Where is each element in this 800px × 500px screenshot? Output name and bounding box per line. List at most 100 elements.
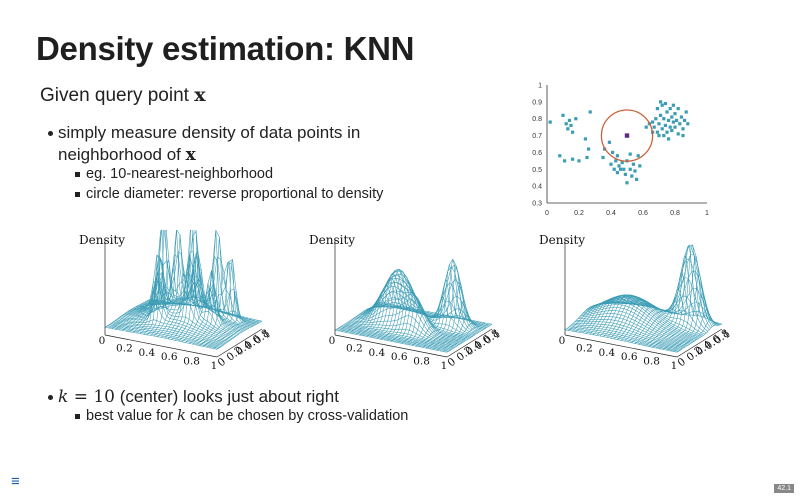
wireframe: [104, 230, 263, 350]
x-tick-label: 1: [705, 210, 709, 217]
x-tick-label: 0.8: [413, 356, 430, 368]
data-point: [607, 140, 611, 144]
bullet-measure-density: simply measure density of data points in…: [47, 122, 361, 166]
x-tick-label: 0.4: [138, 347, 155, 359]
data-point: [681, 127, 685, 131]
data-point: [670, 115, 674, 119]
lead-text: Given query point x: [40, 84, 206, 107]
data-point: [619, 167, 623, 171]
bullet-k-equals-10: k = 10 (center) looks just about right: [48, 386, 339, 408]
data-point: [665, 110, 669, 114]
scatter-axes: 0.3 0.4 0.5 0.6 0.7 0.8 0.9 1 0 0.2 0.4 0.6 0.8 1: [532, 83, 709, 218]
data-point: [567, 118, 571, 122]
data-point: [651, 120, 655, 124]
y-tick-label: 0.8: [532, 116, 542, 123]
x-tick-label: 0.2: [574, 210, 584, 217]
data-point: [620, 160, 624, 165]
subbullet-cv-pre: best value for: [86, 408, 178, 424]
x-tick-label: 0.2: [576, 342, 593, 354]
data-point: [571, 157, 575, 161]
bullet-line-2-text: neighborhood of: [58, 145, 186, 164]
data-point: [667, 118, 671, 122]
x-tick-label: 0.6: [161, 351, 178, 363]
density-axis-label: Density: [309, 233, 355, 247]
x-tick-label: 0.2: [116, 342, 133, 354]
density-axis-label: Density: [79, 233, 125, 247]
data-point: [655, 107, 659, 111]
data-point: [628, 167, 632, 171]
data-point: [614, 159, 618, 163]
data-point: [631, 162, 635, 166]
wireframe: [334, 258, 493, 353]
data-point: [657, 122, 661, 126]
data-point: [625, 181, 629, 185]
x-tick-label: 1: [441, 360, 448, 372]
subbullet-cross-validation: best value for k can be chosen by cross-…: [74, 408, 409, 424]
data-point: [679, 115, 683, 119]
data-point: [676, 107, 680, 111]
y-tick-label: 0.3: [532, 201, 542, 208]
data-point: [612, 167, 616, 171]
data-point: [630, 174, 634, 178]
lead-label: Given query point: [40, 85, 195, 106]
y-tick-label: 0.6: [532, 150, 542, 157]
surface-axes: [334, 240, 493, 358]
density-axis-label: Density: [539, 233, 585, 247]
lead-variable: x: [194, 84, 206, 106]
data-point: [636, 154, 640, 158]
data-point: [571, 130, 575, 134]
data-point: [675, 118, 679, 122]
subbullet-cv-post: can be chosen by cross-validation: [185, 408, 409, 424]
math-k-2: k: [177, 408, 186, 424]
data-point: [587, 147, 591, 151]
bullet-variable: x: [185, 145, 196, 165]
data-point: [671, 120, 675, 124]
data-point: [662, 117, 666, 121]
x-tick-label: 0.8: [670, 210, 680, 217]
x-tick-label: 0: [559, 335, 566, 347]
data-point: [668, 107, 672, 111]
x-tick-label: 1: [671, 360, 678, 372]
data-point: [635, 177, 639, 181]
y-tick-label: 1: [538, 83, 542, 90]
data-point: [611, 150, 615, 155]
data-point: [659, 100, 663, 104]
data-point: [673, 125, 677, 129]
data-point: [588, 110, 592, 114]
data-point: [659, 113, 663, 117]
x-tick-label: 0.8: [183, 356, 200, 368]
data-point: [673, 112, 677, 116]
y-tick-label: 0.4: [532, 184, 542, 191]
subbullet-10nn: eg. 10-nearest-neighborhood: [74, 166, 274, 182]
data-point: [566, 127, 570, 131]
bullet-line-1: simply measure density of data points in: [58, 123, 361, 142]
data-point: [561, 113, 565, 117]
surface-axes: [564, 240, 723, 358]
data-point: [671, 103, 675, 107]
x-tick-label: 0.2: [346, 342, 363, 354]
data-point: [667, 137, 671, 141]
data-point: [615, 154, 619, 158]
data-point: [663, 123, 667, 128]
data-point: [609, 162, 613, 166]
data-point: [615, 171, 619, 175]
data-point: [657, 133, 661, 138]
data-point: [660, 127, 664, 131]
x-tick-label: 0.8: [643, 356, 660, 368]
data-point: [654, 117, 658, 121]
menu-icon[interactable]: ≡: [11, 473, 20, 490]
neighborhood-circle-shape: [600, 109, 654, 162]
surface-axes: [104, 240, 263, 358]
data-point: [670, 128, 674, 133]
data-point: [683, 118, 687, 122]
y-tick-label: 0.9: [532, 99, 542, 106]
data-point: [569, 123, 573, 128]
scatter-plot: 0.3 0.4 0.5 0.6 0.7 0.8 0.9 1 0 0.2 0.4 0.6 0.8 1: [532, 83, 709, 218]
data-point: [665, 130, 669, 134]
query-point: [624, 133, 630, 138]
subbullet-circle-diameter: circle diameter: reverse proportional to…: [74, 186, 384, 202]
data-point: [601, 155, 605, 160]
data-point: [655, 130, 659, 134]
